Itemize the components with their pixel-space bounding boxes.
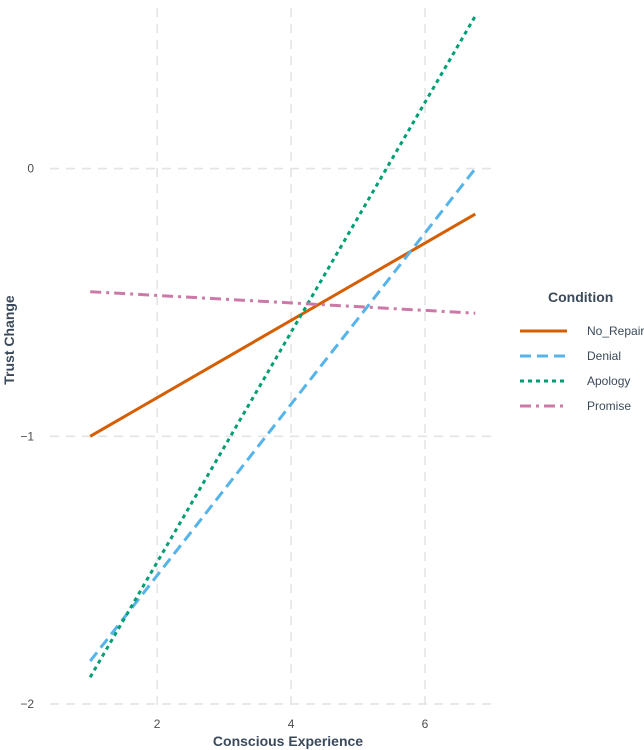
legend-title: Condition <box>548 289 613 305</box>
legend: Condition No_Repair Denial Apology Promise <box>520 289 644 413</box>
legend-label: Promise <box>587 399 631 413</box>
y-axis-title: Trust Change <box>1 295 17 385</box>
x-tick-label: 2 <box>154 717 161 731</box>
series-lines <box>88 15 477 678</box>
grid <box>50 8 492 712</box>
series-line-denial <box>89 167 477 663</box>
series-line-apology <box>88 15 477 678</box>
x-axis-title: Conscious Experience <box>213 733 363 749</box>
series-line-no-repair <box>89 212 477 438</box>
y-tick-label: −2 <box>20 697 34 711</box>
y-tick-label: −1 <box>20 429 34 443</box>
x-tick-label: 4 <box>288 717 295 731</box>
series-line-promise <box>90 290 476 315</box>
y-tick-label: 0 <box>27 162 34 176</box>
legend-label: No_Repair <box>587 324 644 338</box>
legend-label: Apology <box>587 374 630 388</box>
x-tick-label: 6 <box>422 717 429 731</box>
legend-label: Denial <box>587 349 621 363</box>
legend-items: No_Repair Denial Apology Promise <box>520 324 644 413</box>
tick-labels: 2 4 6 −2 −1 0 <box>20 162 428 731</box>
